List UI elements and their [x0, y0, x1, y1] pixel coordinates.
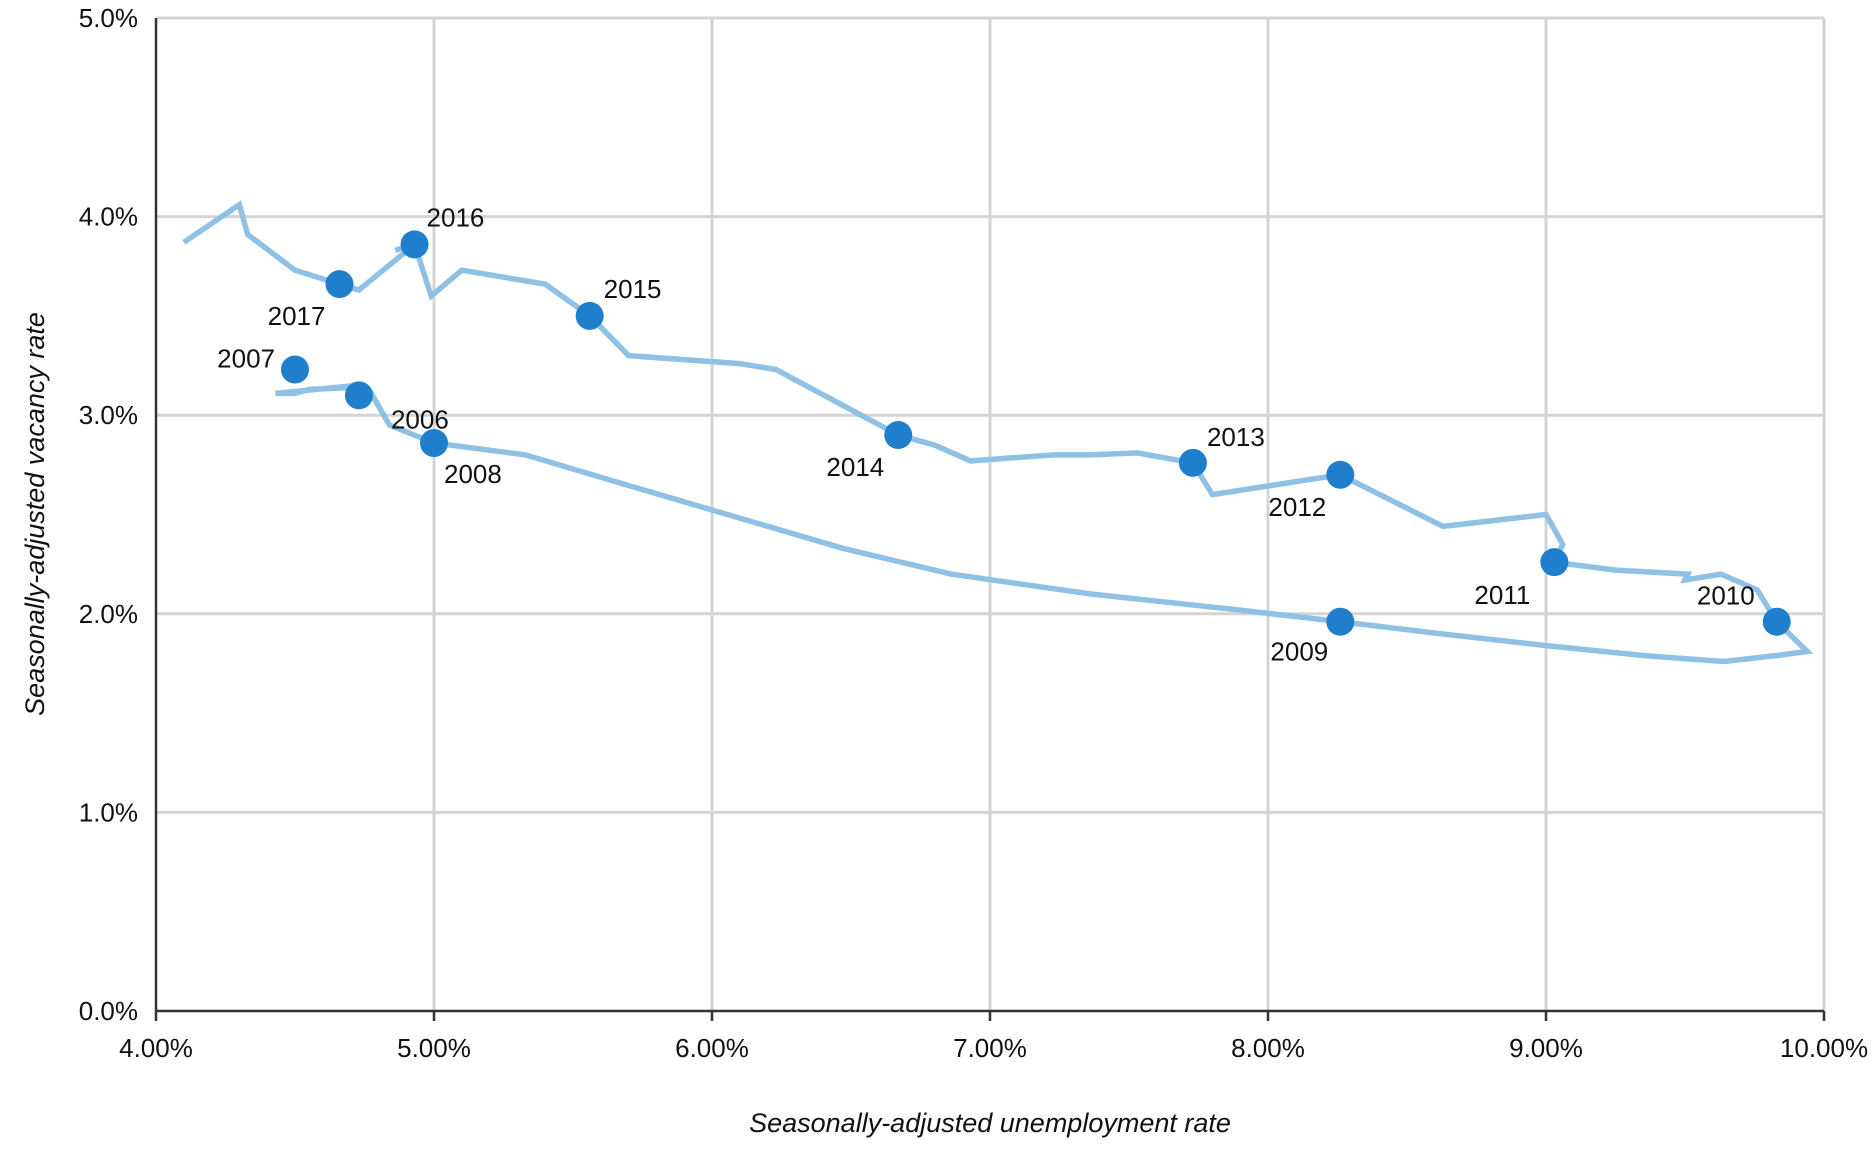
- point-2015: [575, 301, 604, 330]
- x-tick-label-3: 7.00%: [953, 1033, 1027, 1063]
- x-tick-label-0: 4.00%: [119, 1033, 193, 1063]
- point-2007: [281, 355, 309, 384]
- point-label-2013: 2013: [1207, 422, 1265, 452]
- point-2008: [420, 429, 448, 458]
- point-2006: [344, 381, 373, 410]
- point-2012: [1326, 460, 1355, 489]
- x-tick-label-4: 8.00%: [1231, 1033, 1305, 1063]
- point-2013: [1178, 448, 1207, 477]
- y-tick-label-4: 4.0%: [79, 202, 138, 232]
- point-label-2008: 2008: [444, 459, 502, 489]
- axes: [154, 18, 1826, 1021]
- y-axis-title: Seasonally-adjusted vacancy rate: [20, 312, 50, 716]
- point-label-2006: 2006: [391, 404, 449, 434]
- y-tick-label-3: 3.0%: [79, 400, 138, 430]
- y-tick-label-1: 1.0%: [79, 797, 138, 827]
- point-2016: [400, 230, 429, 259]
- point-label-2009: 2009: [1270, 637, 1328, 667]
- point-2010: [1762, 607, 1791, 636]
- x-tick-label-1: 5.00%: [397, 1033, 471, 1063]
- point-2009: [1326, 607, 1355, 636]
- y-tick-label-5: 5.0%: [79, 3, 138, 33]
- x-tick-label-5: 9.00%: [1509, 1033, 1583, 1063]
- y-tick-labels: 0.0% 1.0% 2.0% 3.0% 4.0% 5.0%: [79, 3, 138, 1026]
- point-label-2014: 2014: [826, 452, 884, 482]
- highlighted-points: [281, 230, 1791, 636]
- point-2017: [325, 270, 354, 299]
- point-label-2016: 2016: [427, 202, 485, 232]
- point-label-2012: 2012: [1268, 492, 1326, 522]
- y-tick-label-2: 2.0%: [79, 599, 138, 629]
- point-2011: [1540, 548, 1569, 577]
- point-label-2015: 2015: [604, 274, 662, 304]
- x-tick-label-2: 6.00%: [675, 1033, 749, 1063]
- point-label-2011: 2011: [1474, 580, 1530, 610]
- point-labels: 2006 2007 2008 2009 2010 2011 2012 2013 2014 2015…: [217, 202, 1755, 666]
- point-label-2007: 2007: [217, 344, 275, 374]
- gridlines: [156, 16, 1826, 1011]
- point-label-2017: 2017: [268, 301, 326, 331]
- point-label-2010: 2010: [1697, 581, 1755, 611]
- x-tick-labels: 4.00% 5.00% 6.00% 7.00% 8.00% 9.00% 10.00%: [119, 1033, 1868, 1063]
- x-tick-label-6: 10.00%: [1780, 1033, 1868, 1063]
- x-axis-title: Seasonally-adjusted unemployment rate: [749, 1108, 1231, 1138]
- point-2014: [884, 421, 913, 450]
- y-tick-label-0: 0.0%: [79, 996, 138, 1026]
